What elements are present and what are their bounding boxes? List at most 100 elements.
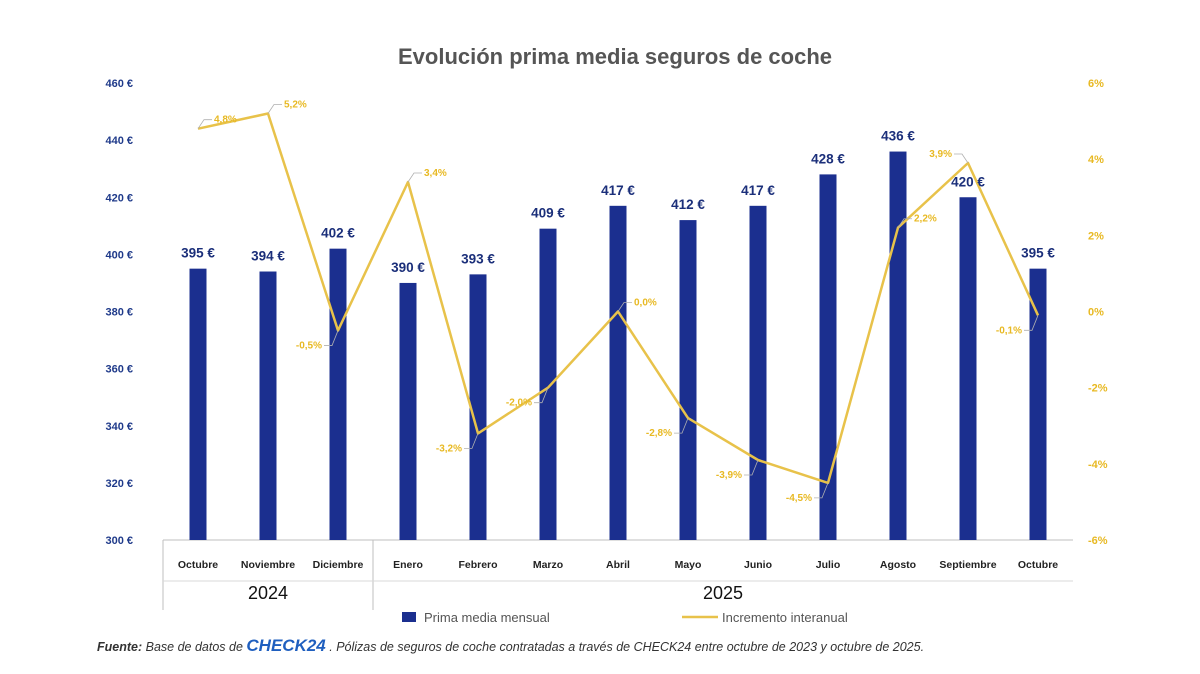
- line-leader: [324, 330, 339, 346]
- legend-layer: Prima media mensual Incremento interanua…: [402, 610, 848, 625]
- bar: [189, 268, 207, 540]
- y-right-tick-label: -2%: [1088, 383, 1108, 395]
- source-note: Fuente: Base de datos de CHECK24 . Póliz…: [97, 636, 924, 655]
- x-tick-label: Enero: [393, 559, 423, 571]
- source-prefix: Fuente:: [97, 640, 142, 654]
- line-leader: [1024, 315, 1039, 331]
- y-right-tick-label: -6%: [1088, 535, 1108, 547]
- bar: [679, 220, 697, 540]
- x-tick-label: Julio: [816, 559, 841, 571]
- line-value-label: 5,2%: [284, 99, 307, 110]
- bars-layer: [189, 151, 1047, 541]
- bar-value-label: 436 €: [881, 129, 915, 144]
- labels-layer: 395 € 394 € 402 € 390 € 393 € 409 € 417 € 412 €…: [181, 99, 1055, 503]
- y-right-tick-label: -4%: [1088, 459, 1108, 471]
- y-left-tick-label: 360 €: [105, 364, 133, 376]
- bar-value-label: 412 €: [671, 197, 705, 212]
- line-value-label: 0,0%: [634, 298, 657, 309]
- legend-swatch-bars: [402, 612, 416, 622]
- x-tick-label: Noviembre: [241, 559, 295, 571]
- bar-value-label: 393 €: [461, 251, 495, 266]
- line-leader: [534, 387, 549, 404]
- source-text: Fuente: Base de datos de CHECK24 . Póliz…: [97, 636, 924, 655]
- bar-value-label: 428 €: [811, 151, 845, 166]
- bar: [469, 274, 487, 540]
- year-group-label: 2025: [703, 583, 743, 603]
- y-right-tick-label: 0%: [1088, 307, 1104, 319]
- bar-value-label: 417 €: [601, 183, 635, 198]
- x-tick-label: Abril: [606, 559, 630, 571]
- y-right-tick-label: 2%: [1088, 230, 1104, 242]
- x-tick-label: Septiembre: [939, 559, 996, 571]
- bar-value-label: 395 €: [1021, 246, 1055, 261]
- x-tick-label: Febrero: [458, 559, 497, 571]
- y-left-tick-label: 400 €: [105, 249, 133, 261]
- legend-label-bars: Prima media mensual: [424, 610, 550, 625]
- line-leader: [617, 302, 632, 312]
- line-leader: [407, 172, 422, 183]
- line-leader: [814, 482, 829, 499]
- bar-value-label: 395 €: [181, 246, 215, 261]
- bar: [749, 205, 767, 540]
- y-left-tick-label: 460 €: [105, 78, 133, 90]
- line-leader: [954, 153, 969, 164]
- line-value-label: -3,2%: [436, 443, 462, 454]
- line-value-label: -0,1%: [996, 325, 1022, 336]
- line-leader: [897, 218, 912, 228]
- y-right-tick-label: 6%: [1088, 78, 1104, 90]
- line-value-label: 2,2%: [914, 214, 937, 225]
- x-tick-label: Marzo: [533, 559, 563, 571]
- line-leader: [674, 417, 689, 434]
- x-tick-label: Octubre: [1018, 559, 1058, 571]
- chart-title: Evolución prima media seguros de coche: [398, 44, 832, 69]
- x-tick-label: Agosto: [880, 559, 916, 571]
- check24-logo: CHECK24: [246, 636, 326, 655]
- y-right-tick-label: 4%: [1088, 154, 1104, 166]
- line-leader: [464, 433, 479, 449]
- source-after-logo: . Pólizas de seguros de coche contratada…: [329, 640, 924, 654]
- line-value-label: 3,4%: [424, 168, 447, 179]
- bar: [259, 271, 277, 540]
- bar-value-label: 402 €: [321, 226, 355, 241]
- bar: [819, 174, 837, 540]
- bar-value-label: 417 €: [741, 183, 775, 198]
- legend-label-line: Incremento interanual: [722, 610, 848, 625]
- line-value-label: 4,8%: [214, 115, 237, 126]
- x-tick-label: Octubre: [178, 559, 218, 571]
- bar: [609, 205, 627, 540]
- bar: [329, 248, 347, 540]
- y-left-tick-label: 380 €: [105, 307, 133, 319]
- x-tick-label: Junio: [744, 559, 772, 571]
- line-value-label: -0,5%: [296, 341, 322, 352]
- source-before-logo: Base de datos de: [146, 640, 247, 654]
- line-leader: [267, 104, 282, 114]
- bar: [1029, 268, 1047, 540]
- y-left-tick-label: 320 €: [105, 478, 133, 490]
- line-value-label: -3,9%: [716, 470, 742, 481]
- line-leader: [197, 119, 212, 129]
- line-layer: [197, 104, 1040, 499]
- line-value-label: -4,5%: [786, 493, 812, 504]
- bar: [539, 228, 557, 540]
- bar-value-label: 420 €: [951, 174, 985, 189]
- line-value-label: 3,9%: [929, 149, 952, 160]
- y-left-tick-label: 420 €: [105, 192, 133, 204]
- line-value-label: -2,0%: [506, 398, 532, 409]
- y-left-tick-label: 300 €: [105, 535, 133, 547]
- bar: [889, 151, 907, 541]
- bar: [399, 282, 417, 540]
- x-tick-label: Diciembre: [313, 559, 364, 571]
- x-tick-label: Mayo: [675, 559, 702, 571]
- year-group-label: 2024: [248, 583, 288, 603]
- line-leader: [744, 459, 759, 476]
- y-left-tick-label: 340 €: [105, 421, 133, 433]
- y-left-tick-label: 440 €: [105, 135, 133, 147]
- axes-layer: 300 € 320 € 340 € 360 € 380 € 400 € 420 € 440 €…: [105, 78, 1108, 610]
- bar-value-label: 409 €: [531, 206, 565, 221]
- line-value-label: -2,8%: [646, 428, 672, 439]
- bar: [959, 197, 977, 540]
- bar-value-label: 394 €: [251, 249, 285, 264]
- bar-value-label: 390 €: [391, 260, 425, 275]
